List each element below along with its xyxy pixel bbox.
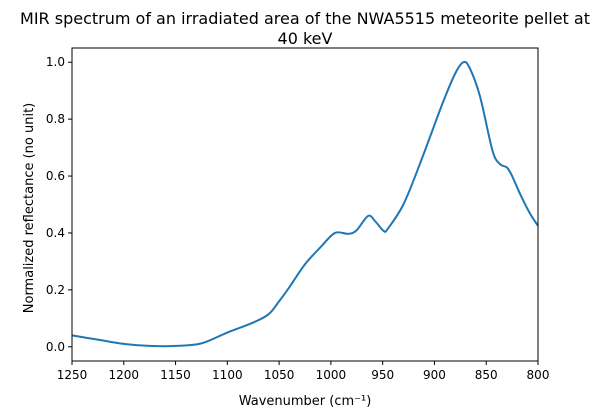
x-tick-label: 1250 bbox=[57, 368, 88, 382]
chart-title-line-2: 40 keV bbox=[278, 29, 333, 48]
y-axis-label: Normalized reflectance (no unit) bbox=[22, 103, 37, 313]
x-tick-label: 1200 bbox=[109, 368, 140, 382]
x-tick-label: 1050 bbox=[264, 368, 295, 382]
y-tick-label: 1.0 bbox=[46, 55, 65, 69]
y-tick-label: 0.2 bbox=[46, 283, 65, 297]
x-tick-label: 950 bbox=[371, 368, 394, 382]
x-axis-label: Wavenumber (cm⁻¹) bbox=[239, 394, 372, 409]
y-tick-label: 0.8 bbox=[46, 112, 65, 126]
x-tick-label: 800 bbox=[527, 368, 550, 382]
x-tick-label: 900 bbox=[423, 368, 446, 382]
x-tick-label: 850 bbox=[475, 368, 498, 382]
x-tick-label: 1100 bbox=[212, 368, 243, 382]
plot-frame bbox=[71, 47, 539, 362]
y-tick-label: 0.0 bbox=[46, 340, 65, 354]
x-tick-label: 1150 bbox=[160, 368, 191, 382]
y-tick-label: 0.6 bbox=[46, 169, 65, 183]
y-tick-label: 0.4 bbox=[46, 226, 65, 240]
spectrum-line bbox=[71, 60, 539, 348]
chart-title-line-1: MIR spectrum of an irradiated area of th… bbox=[20, 9, 590, 28]
x-tick-label: 1000 bbox=[316, 368, 347, 382]
